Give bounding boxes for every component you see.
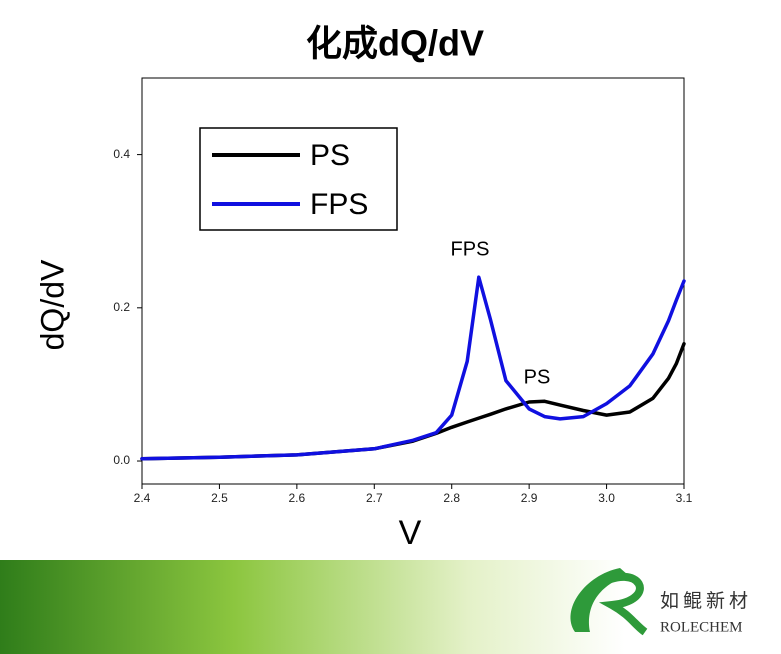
y-axis-label: dQ/dV (34, 259, 70, 350)
y-tick-label: 0.4 (113, 147, 130, 161)
x-tick-label: 2.8 (443, 491, 460, 505)
x-tick-label: 3.1 (676, 491, 693, 505)
logo-english: ROLECHEM (660, 619, 743, 635)
chart-title: 化成dQ/dV (306, 23, 484, 64)
y-tick-label: 0.2 (113, 300, 130, 314)
x-tick-label: 2.4 (134, 491, 151, 505)
x-tick-label: 2.6 (289, 491, 306, 505)
y-tick-label: 0.0 (113, 453, 130, 467)
logo-mark (570, 568, 628, 632)
logo-name: 如鲲新材 (660, 590, 752, 612)
legend-label: FPS (310, 188, 368, 221)
x-tick-label: 2.5 (211, 491, 228, 505)
annotation: FPS (451, 238, 490, 260)
legend-box (199, 127, 398, 231)
annotation: PS (524, 366, 551, 388)
x-tick-label: 3.0 (598, 491, 615, 505)
x-tick-label: 2.9 (521, 491, 538, 505)
x-axis-label: V (399, 514, 422, 552)
series-line (140, 275, 686, 461)
footer-band (0, 560, 781, 654)
x-tick-label: 2.7 (366, 491, 383, 505)
logo-mark (595, 572, 648, 636)
legend-label: PS (310, 139, 350, 172)
